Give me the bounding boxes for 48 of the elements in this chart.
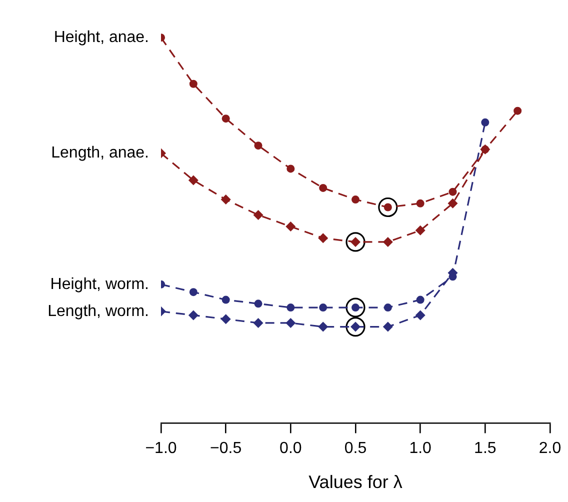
point bbox=[286, 222, 296, 232]
x-tick-label: 0.5 bbox=[344, 440, 367, 458]
point bbox=[352, 196, 360, 204]
point bbox=[189, 80, 198, 88]
point bbox=[286, 304, 295, 312]
x-tick-label: 2.0 bbox=[538, 440, 562, 458]
point bbox=[220, 194, 231, 205]
point bbox=[188, 310, 198, 320]
series-label: Height, worm. bbox=[50, 276, 149, 293]
point bbox=[416, 199, 424, 208]
point bbox=[253, 210, 264, 220]
point bbox=[384, 304, 392, 312]
point bbox=[415, 310, 426, 320]
point bbox=[318, 233, 328, 244]
point bbox=[382, 236, 393, 247]
point bbox=[286, 164, 295, 173]
point bbox=[254, 300, 262, 308]
point bbox=[346, 232, 366, 252]
point bbox=[319, 304, 328, 312]
point bbox=[222, 296, 230, 304]
point bbox=[382, 322, 393, 332]
x-tick-label: 0.0 bbox=[280, 440, 302, 458]
x-tick-label: 1.0 bbox=[409, 440, 432, 458]
x-tick-label: −0.5 bbox=[210, 440, 242, 458]
point bbox=[481, 118, 490, 126]
point bbox=[346, 298, 366, 318]
point bbox=[346, 317, 366, 337]
x-tick-label: −1.0 bbox=[145, 440, 177, 458]
point bbox=[416, 296, 424, 304]
point bbox=[319, 184, 328, 192]
point bbox=[448, 198, 458, 208]
series-label: Length, worm. bbox=[48, 302, 149, 320]
x-tick-label: 1.5 bbox=[474, 440, 496, 458]
point bbox=[318, 322, 328, 332]
series-label: Height, anae. bbox=[54, 29, 149, 46]
point bbox=[253, 318, 264, 328]
point bbox=[189, 288, 198, 296]
series-label: Length, anae. bbox=[51, 144, 149, 162]
point bbox=[286, 318, 296, 328]
point bbox=[222, 114, 230, 123]
x-axis-title: Values for λ bbox=[308, 472, 402, 492]
point bbox=[188, 175, 198, 186]
point bbox=[220, 314, 231, 324]
point bbox=[448, 188, 457, 196]
point bbox=[415, 225, 426, 236]
point bbox=[254, 142, 262, 150]
point bbox=[378, 197, 398, 218]
point bbox=[514, 106, 522, 115]
